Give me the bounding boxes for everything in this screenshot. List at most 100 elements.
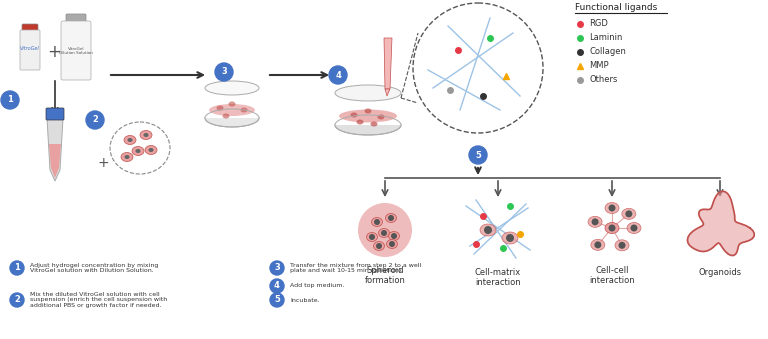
Polygon shape [49, 144, 61, 178]
Ellipse shape [140, 131, 152, 140]
Polygon shape [385, 89, 390, 96]
Text: Laminin: Laminin [589, 34, 622, 42]
Ellipse shape [627, 222, 641, 234]
Ellipse shape [389, 232, 399, 240]
Ellipse shape [145, 145, 157, 155]
Text: Cell-matrix
interaction: Cell-matrix interaction [475, 268, 521, 287]
Text: VitroGel
Dilution Solution: VitroGel Dilution Solution [59, 47, 93, 55]
Circle shape [388, 215, 394, 221]
Ellipse shape [480, 224, 496, 236]
Circle shape [86, 111, 104, 129]
FancyBboxPatch shape [66, 14, 86, 24]
Ellipse shape [217, 105, 223, 111]
Circle shape [1, 91, 19, 109]
Text: Adjust hydrogel concentration by mixing
VitroGel solution with Dilution Solution: Adjust hydrogel concentration by mixing … [30, 263, 158, 273]
FancyBboxPatch shape [61, 21, 91, 80]
Ellipse shape [335, 85, 401, 101]
Circle shape [270, 293, 284, 307]
Ellipse shape [335, 115, 401, 135]
Ellipse shape [135, 149, 141, 153]
Ellipse shape [370, 121, 378, 126]
FancyBboxPatch shape [20, 30, 40, 70]
Circle shape [591, 218, 598, 225]
Ellipse shape [124, 136, 136, 144]
Ellipse shape [144, 133, 148, 137]
Circle shape [389, 241, 395, 247]
Circle shape [413, 3, 543, 133]
Circle shape [329, 66, 347, 84]
Ellipse shape [356, 120, 363, 124]
Text: MMP: MMP [589, 61, 608, 71]
Circle shape [10, 261, 24, 275]
Ellipse shape [605, 202, 619, 214]
Circle shape [608, 224, 615, 232]
FancyBboxPatch shape [335, 93, 401, 125]
Ellipse shape [124, 155, 130, 159]
Circle shape [506, 234, 514, 242]
Text: 5: 5 [475, 151, 481, 160]
Text: Others: Others [589, 76, 617, 84]
FancyBboxPatch shape [46, 108, 64, 120]
Text: 2: 2 [14, 296, 20, 304]
Circle shape [376, 243, 382, 249]
Ellipse shape [132, 146, 144, 156]
Ellipse shape [615, 240, 629, 251]
Circle shape [270, 261, 284, 275]
Text: Organoids: Organoids [698, 268, 742, 277]
Circle shape [469, 146, 487, 164]
Polygon shape [384, 38, 392, 89]
Ellipse shape [205, 81, 259, 95]
Circle shape [358, 203, 412, 257]
Text: Transfer the mixture from step 2 to a well
plate and wait 10-15 min (gelation).: Transfer the mixture from step 2 to a we… [290, 263, 422, 273]
Circle shape [215, 63, 233, 81]
Ellipse shape [148, 148, 154, 152]
Circle shape [10, 293, 24, 307]
Ellipse shape [127, 138, 133, 142]
Ellipse shape [205, 109, 259, 127]
Polygon shape [687, 191, 754, 256]
Ellipse shape [121, 153, 133, 161]
Text: Mix the diluted VitroGel solution with cell
suspension (enrich the cell suspensi: Mix the diluted VitroGel solution with c… [30, 292, 167, 308]
Text: 2: 2 [92, 116, 98, 124]
Ellipse shape [379, 228, 389, 238]
Ellipse shape [366, 233, 378, 241]
Ellipse shape [502, 232, 518, 244]
Text: Collagen: Collagen [589, 47, 626, 57]
Ellipse shape [386, 239, 398, 248]
Ellipse shape [240, 107, 247, 113]
Text: RGD: RGD [589, 20, 608, 28]
Text: Functional ligands: Functional ligands [575, 3, 657, 12]
Circle shape [369, 234, 375, 240]
Circle shape [608, 204, 615, 212]
Text: Add top medium.: Add top medium. [290, 283, 344, 288]
Text: 1: 1 [14, 263, 20, 273]
Ellipse shape [378, 115, 385, 120]
Text: VitroGel: VitroGel [20, 46, 40, 52]
Text: Spheroid
formation: Spheroid formation [365, 266, 406, 285]
Text: Incubate.: Incubate. [290, 298, 319, 302]
Circle shape [391, 233, 397, 239]
Text: 1: 1 [7, 96, 13, 104]
Ellipse shape [605, 222, 619, 234]
Text: Cell-cell
interaction: Cell-cell interaction [589, 266, 635, 285]
Ellipse shape [350, 113, 357, 118]
Text: 4: 4 [274, 281, 280, 291]
Text: +: + [98, 156, 109, 170]
Text: 3: 3 [274, 263, 280, 273]
Text: 3: 3 [221, 67, 227, 77]
Circle shape [374, 219, 380, 225]
Ellipse shape [223, 114, 230, 119]
Ellipse shape [229, 101, 236, 106]
Text: 5: 5 [274, 296, 280, 304]
FancyBboxPatch shape [22, 24, 38, 32]
Ellipse shape [372, 218, 382, 226]
Circle shape [381, 230, 387, 236]
Text: 4: 4 [335, 71, 341, 80]
Ellipse shape [110, 122, 170, 174]
Text: +: + [47, 43, 61, 61]
Circle shape [594, 241, 601, 248]
Ellipse shape [588, 216, 602, 227]
Circle shape [270, 279, 284, 293]
Ellipse shape [622, 208, 636, 219]
Circle shape [618, 242, 625, 249]
